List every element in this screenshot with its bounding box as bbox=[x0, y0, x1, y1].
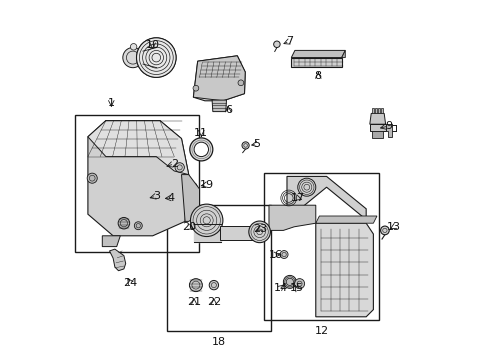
Circle shape bbox=[189, 183, 197, 190]
Polygon shape bbox=[291, 50, 345, 58]
Circle shape bbox=[122, 48, 142, 68]
Circle shape bbox=[280, 251, 287, 258]
Bar bbox=[264, 173, 379, 320]
Circle shape bbox=[242, 142, 249, 149]
Bar bbox=[380, 108, 382, 113]
Circle shape bbox=[136, 38, 176, 77]
Polygon shape bbox=[102, 236, 120, 247]
Circle shape bbox=[189, 138, 212, 161]
Circle shape bbox=[248, 221, 270, 243]
Circle shape bbox=[189, 279, 202, 292]
Polygon shape bbox=[315, 223, 373, 317]
Bar bbox=[369, 124, 385, 131]
Circle shape bbox=[283, 275, 296, 288]
Text: 8: 8 bbox=[314, 71, 321, 81]
Polygon shape bbox=[109, 249, 125, 271]
Circle shape bbox=[238, 80, 244, 86]
Circle shape bbox=[134, 222, 142, 230]
Bar bbox=[371, 108, 374, 113]
Circle shape bbox=[130, 44, 137, 50]
Text: 21: 21 bbox=[186, 297, 201, 307]
Polygon shape bbox=[286, 176, 366, 220]
Text: 24: 24 bbox=[123, 278, 137, 288]
Polygon shape bbox=[385, 124, 391, 137]
Text: 6: 6 bbox=[224, 105, 231, 115]
Text: 5: 5 bbox=[253, 139, 260, 149]
Circle shape bbox=[175, 163, 184, 172]
Text: 18: 18 bbox=[212, 337, 226, 347]
Circle shape bbox=[380, 226, 388, 235]
Polygon shape bbox=[181, 175, 199, 221]
Text: 2: 2 bbox=[170, 159, 178, 169]
Polygon shape bbox=[315, 216, 376, 223]
Circle shape bbox=[273, 41, 280, 48]
Bar bbox=[167, 205, 271, 331]
Text: 7: 7 bbox=[285, 36, 292, 46]
Polygon shape bbox=[88, 121, 188, 175]
Text: 15: 15 bbox=[289, 283, 303, 293]
Text: 22: 22 bbox=[206, 297, 221, 307]
Circle shape bbox=[87, 173, 97, 183]
Polygon shape bbox=[220, 226, 260, 240]
Circle shape bbox=[194, 142, 208, 157]
Text: 1: 1 bbox=[107, 98, 115, 108]
Polygon shape bbox=[341, 50, 345, 58]
Circle shape bbox=[118, 217, 129, 229]
Bar bbox=[374, 108, 377, 113]
Bar bbox=[291, 58, 341, 67]
Text: 13: 13 bbox=[386, 222, 400, 232]
Circle shape bbox=[190, 204, 223, 237]
Polygon shape bbox=[268, 205, 315, 230]
Circle shape bbox=[193, 85, 199, 91]
Circle shape bbox=[209, 280, 218, 290]
Text: 17: 17 bbox=[290, 193, 304, 203]
Text: 3: 3 bbox=[152, 191, 160, 201]
Polygon shape bbox=[88, 121, 188, 236]
Bar bbox=[377, 108, 380, 113]
Circle shape bbox=[294, 279, 304, 289]
Text: 14: 14 bbox=[273, 283, 287, 293]
Text: 4: 4 bbox=[167, 193, 174, 203]
Bar bbox=[371, 131, 382, 138]
Text: 11: 11 bbox=[194, 128, 208, 138]
Circle shape bbox=[297, 178, 315, 196]
Text: 20: 20 bbox=[181, 222, 195, 232]
Text: 12: 12 bbox=[314, 326, 328, 336]
Polygon shape bbox=[369, 113, 385, 124]
Text: 9: 9 bbox=[384, 121, 391, 131]
Polygon shape bbox=[193, 56, 244, 101]
Circle shape bbox=[136, 38, 176, 77]
Polygon shape bbox=[212, 100, 226, 112]
Text: 16: 16 bbox=[268, 250, 282, 260]
Polygon shape bbox=[193, 56, 244, 101]
Text: 10: 10 bbox=[145, 40, 160, 50]
Bar bbox=[75, 115, 199, 252]
Text: 23: 23 bbox=[252, 224, 266, 234]
Text: 19: 19 bbox=[199, 180, 213, 190]
